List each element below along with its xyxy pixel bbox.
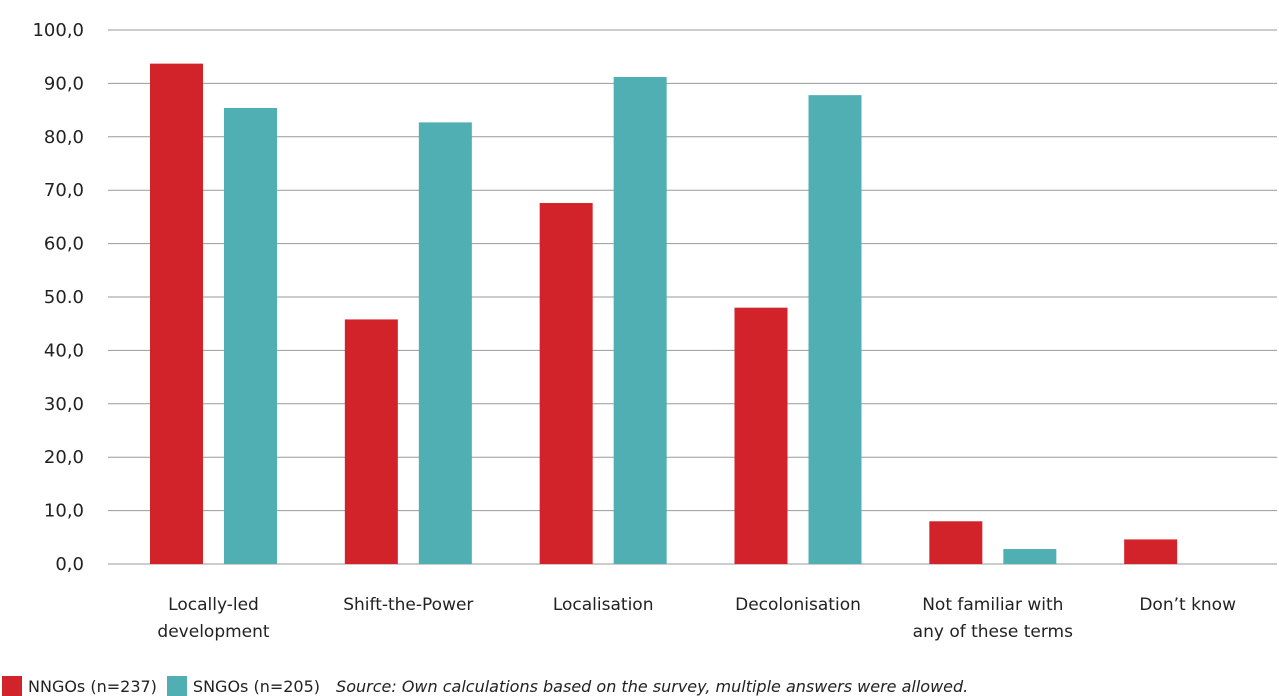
bar-chart: 0,0 10,0 20,0 30,0 40,0 50.0 60,0 70,0 80,0 90,0 1…	[32, 20, 1277, 642]
bar-sngos	[1003, 549, 1057, 564]
x-category-label: development	[157, 622, 269, 642]
bar-sngos	[613, 76, 667, 564]
x-category-label: Don’t know	[1139, 595, 1236, 615]
bar-nngos	[1124, 539, 1178, 564]
legend-swatch-nngos	[2, 676, 22, 696]
y-tick-label: 20,0	[44, 447, 84, 468]
bar-nngos	[344, 319, 398, 564]
x-category-label: Shift-the-Power	[343, 595, 473, 615]
y-tick-label: 0,0	[55, 554, 84, 575]
x-category-label: Localisation	[553, 595, 654, 615]
source-note: Source: Own calculations based on the su…	[336, 676, 969, 696]
bar-nngos	[539, 203, 593, 565]
y-tick-label: 60,0	[44, 234, 84, 255]
y-tick-label: 10,0	[44, 501, 84, 522]
legend-swatch-sngos	[166, 676, 187, 696]
x-category-label: Locally-led	[168, 595, 259, 615]
bar-sngos	[418, 122, 472, 565]
bar-sngos	[808, 95, 862, 564]
y-tick-label: 90,0	[44, 73, 84, 94]
x-category-label: Not familiar with	[922, 595, 1063, 615]
bar-nngos	[150, 63, 203, 564]
x-category-label: Decolonisation	[735, 595, 861, 615]
bar-nngos	[734, 307, 788, 564]
y-tick-label: 70,0	[44, 180, 84, 201]
y-tick-label: 40,0	[44, 340, 84, 361]
legend-label-sngos: SNGOs (n=205)	[192, 676, 321, 696]
bar-sngos	[224, 107, 277, 565]
y-tick-label: 100,0	[32, 20, 84, 41]
legend: NNGOs (n=237) SNGOs (n=205) Source: Own …	[2, 676, 968, 696]
legend-label-nngos: NNGOs (n=237)	[28, 676, 157, 696]
y-tick-label: 30,0	[44, 394, 84, 415]
legend-item-sngos: SNGOs (n=205)	[166, 676, 321, 696]
y-tick-label: 80,0	[44, 127, 84, 148]
legend-item-nngos: NNGOs (n=237)	[2, 676, 157, 696]
bar-nngos	[929, 521, 983, 564]
y-tick-label: 50.0	[44, 287, 84, 308]
x-category-label: any of these terms	[913, 622, 1073, 642]
